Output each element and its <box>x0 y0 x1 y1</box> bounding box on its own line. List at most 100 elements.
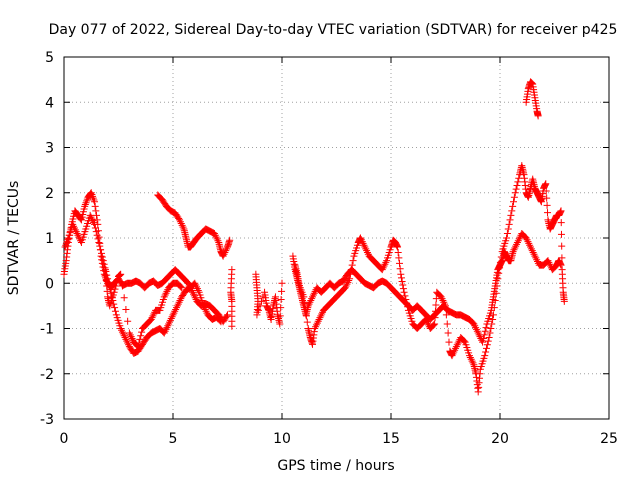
data-point <box>528 247 536 255</box>
data-point <box>308 295 316 303</box>
data-point <box>395 254 403 262</box>
data-point <box>110 288 118 296</box>
data-point <box>450 348 458 356</box>
data-point <box>200 304 208 312</box>
data-point <box>359 239 367 247</box>
data-point <box>136 335 144 343</box>
data-point <box>126 331 134 339</box>
data-point <box>441 300 449 308</box>
data-point <box>509 202 517 210</box>
data-point <box>71 226 79 234</box>
y-tick-label: -3 <box>40 412 54 428</box>
data-point <box>189 290 197 298</box>
data-point <box>99 257 107 265</box>
data-point <box>176 296 184 304</box>
data-point <box>82 199 90 207</box>
data-point <box>482 344 490 352</box>
data-point <box>315 315 323 323</box>
data-point <box>88 191 96 199</box>
data-point <box>125 329 133 337</box>
data-point <box>77 215 85 223</box>
data-point <box>460 337 468 345</box>
data-point <box>472 324 480 332</box>
data-point <box>432 301 440 309</box>
data-point <box>496 258 504 266</box>
data-point <box>278 287 286 295</box>
data-point <box>515 235 523 243</box>
data-point <box>138 328 146 336</box>
data-point <box>394 248 402 256</box>
data-point <box>402 296 410 304</box>
x-tick-label: 10 <box>273 431 291 447</box>
data-point <box>120 332 128 340</box>
data-point <box>175 298 183 306</box>
data-point <box>92 211 100 219</box>
data-point <box>449 350 457 358</box>
data-point <box>62 241 70 249</box>
data-point <box>305 300 313 308</box>
data-point <box>525 239 533 247</box>
data-point <box>494 275 502 283</box>
data-point <box>511 189 519 197</box>
data-point <box>91 198 99 206</box>
data-point <box>527 245 535 253</box>
data-point <box>490 304 498 312</box>
data-point <box>213 235 221 243</box>
data-point <box>314 317 322 325</box>
data-point <box>468 318 476 326</box>
data-point <box>111 307 119 315</box>
data-point <box>444 329 452 337</box>
data-point <box>89 192 97 200</box>
data-point <box>311 325 319 332</box>
data-point <box>431 307 439 315</box>
y-axis-title: SDTVAR / TECUs <box>6 181 22 296</box>
data-point <box>399 281 407 289</box>
data-point <box>510 246 518 254</box>
data-point <box>512 185 520 193</box>
y-tick-label: 2 <box>45 186 54 202</box>
data-point <box>533 258 541 266</box>
data-point <box>310 289 318 297</box>
data-point <box>96 242 104 250</box>
data-point <box>119 330 127 338</box>
data-point <box>442 311 450 319</box>
x-tick-label: 20 <box>491 431 509 447</box>
data-point <box>558 242 566 250</box>
data-point <box>459 336 467 344</box>
data-point <box>170 309 178 317</box>
data-point <box>478 336 486 344</box>
data-point <box>150 310 158 318</box>
data-point <box>217 318 225 326</box>
data-point <box>451 346 459 354</box>
data-point <box>221 248 229 256</box>
data-point <box>361 243 369 251</box>
data-point <box>339 286 347 294</box>
data-point <box>342 282 350 290</box>
data-point <box>423 317 431 325</box>
data-point <box>72 228 80 236</box>
data-point <box>222 247 230 255</box>
data-point <box>135 339 143 347</box>
data-point <box>220 250 228 258</box>
data-point <box>73 229 81 237</box>
data-point <box>165 320 173 328</box>
x-axis: 0 5 10 15 20 25 <box>60 57 618 447</box>
data-point <box>522 234 530 242</box>
data-point <box>63 238 71 246</box>
data-point <box>94 235 102 243</box>
data-point <box>346 270 354 278</box>
data-point <box>560 297 568 305</box>
x-axis-title: GPS time / hours <box>277 458 394 474</box>
data-point <box>176 218 184 226</box>
data-point <box>303 318 311 326</box>
data-point <box>532 254 540 262</box>
data-point <box>91 224 99 232</box>
data-point <box>118 326 126 334</box>
data-point <box>544 257 552 265</box>
data-point <box>557 261 565 269</box>
data-point <box>117 325 125 332</box>
data-point <box>178 221 186 229</box>
data-point <box>476 333 484 341</box>
data-point <box>487 325 495 332</box>
data-point <box>479 338 487 346</box>
